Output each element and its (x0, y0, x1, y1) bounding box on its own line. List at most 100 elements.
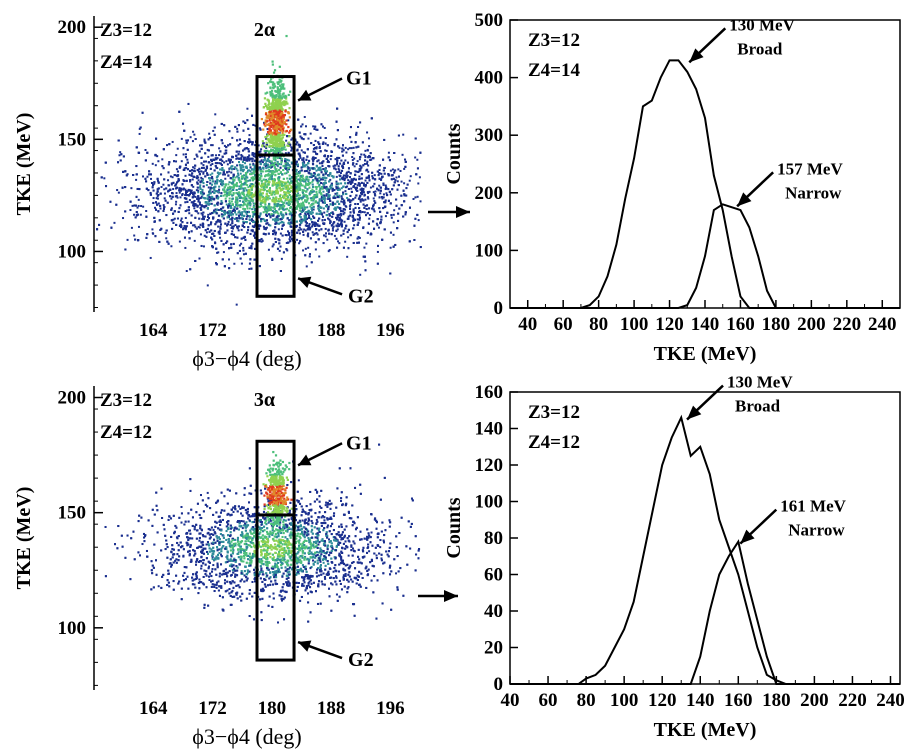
density-point (336, 228, 339, 231)
density-point (268, 213, 271, 216)
density-point (352, 146, 355, 149)
density-point (260, 194, 263, 197)
density-point (368, 217, 371, 220)
density-point (371, 177, 374, 180)
density-point (326, 238, 329, 241)
density-point (139, 126, 142, 129)
density-point (223, 169, 226, 172)
density-point (206, 215, 209, 218)
density-point (318, 183, 321, 186)
density-point (216, 251, 219, 254)
density-point (326, 197, 329, 200)
density-point (244, 252, 247, 255)
density-point (329, 178, 332, 181)
density-point (340, 214, 343, 217)
density-point (299, 181, 302, 184)
density-point (215, 190, 218, 193)
density-point (268, 174, 271, 177)
density-point (320, 213, 323, 216)
density-point (396, 180, 399, 183)
density-point (218, 214, 221, 217)
density-point (261, 161, 264, 164)
density-point (297, 194, 300, 197)
density-point (200, 176, 203, 179)
density-point (303, 180, 306, 183)
density-point (392, 233, 395, 236)
density-point (286, 249, 289, 252)
density-point (188, 198, 191, 201)
density-point (196, 181, 199, 184)
density-point (349, 201, 352, 204)
density-point (356, 213, 359, 216)
density-point (236, 164, 239, 167)
density-point (298, 213, 301, 216)
density-point (357, 203, 360, 206)
density-point (364, 149, 367, 152)
density-point (304, 125, 307, 128)
density-point (286, 177, 289, 180)
density-point (200, 156, 203, 159)
density-point (285, 234, 288, 237)
density-point (269, 170, 272, 173)
density-point (306, 194, 309, 197)
density-point (270, 206, 273, 209)
density-point (190, 214, 193, 217)
density-point (358, 175, 361, 178)
density-point (302, 195, 305, 198)
density-point (350, 199, 353, 202)
density-point (346, 174, 349, 177)
density-point (288, 203, 291, 206)
density-point (214, 164, 217, 167)
density-point (214, 157, 217, 160)
density-point (327, 217, 330, 220)
density-point (310, 167, 313, 170)
density-point (118, 154, 121, 157)
density-point (320, 197, 323, 200)
density-point (192, 201, 195, 204)
density-point (231, 220, 234, 223)
density-point (266, 222, 269, 225)
density-point (129, 209, 132, 212)
density-point (216, 175, 219, 178)
density-point (303, 133, 306, 136)
density-point (358, 196, 361, 199)
density-point (217, 173, 220, 176)
density-point (338, 146, 341, 149)
density-point (320, 171, 323, 174)
density-point (238, 204, 241, 207)
density-point (282, 221, 285, 224)
density-point (244, 156, 247, 159)
density-point (280, 217, 283, 220)
density-point (306, 206, 309, 209)
density-point (227, 215, 230, 218)
density-point (281, 188, 284, 191)
density-point (234, 236, 237, 239)
density-point (288, 231, 291, 234)
density-point (334, 164, 337, 167)
density-point (352, 217, 355, 220)
density-point (344, 146, 347, 149)
density-point (298, 226, 301, 229)
density-point (222, 182, 225, 185)
density-point (171, 176, 174, 179)
density-point (264, 181, 267, 184)
density-point (259, 213, 262, 216)
density-point (397, 219, 400, 222)
density-point (290, 138, 293, 141)
density-point (349, 183, 352, 186)
density-point (260, 172, 263, 175)
density-point (216, 203, 219, 206)
density-point (242, 253, 245, 256)
density-point (307, 137, 310, 140)
density-point (98, 223, 101, 226)
density-point (247, 127, 250, 130)
density-point (263, 197, 266, 200)
density-point (189, 191, 192, 194)
density-point (285, 248, 288, 251)
density-point (357, 221, 360, 224)
density-point (278, 249, 281, 252)
density-point (234, 224, 237, 227)
density-point (203, 197, 206, 200)
density-point (279, 193, 282, 196)
density-point (264, 170, 267, 173)
